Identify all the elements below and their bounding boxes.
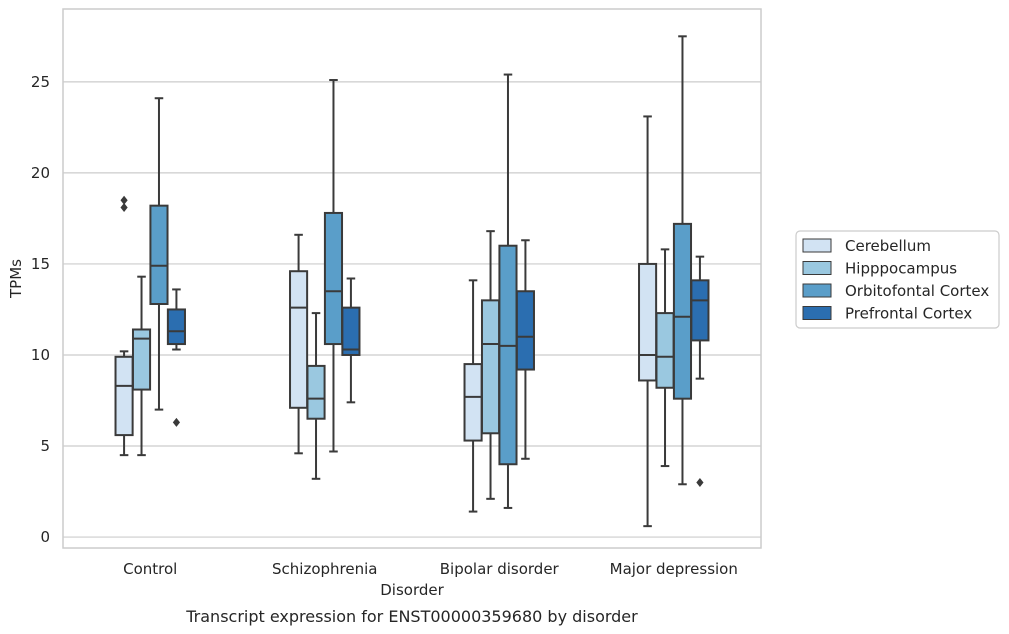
y-tick-label: 10 — [31, 346, 50, 364]
x-tick-label: Schizophrenia — [272, 560, 377, 578]
box-prefrontal-cortex — [166, 288, 186, 427]
box-hipppocampus — [480, 230, 501, 500]
box-cerebellum — [638, 115, 658, 528]
box-hipppocampus — [131, 275, 152, 457]
y-tick-label: 0 — [40, 528, 50, 546]
iqr-box — [149, 204, 169, 305]
legend-label: Cerebellum — [845, 237, 931, 255]
box-hipppocampus — [655, 248, 675, 468]
iqr-box — [655, 312, 675, 389]
y-tick-label: 20 — [31, 164, 50, 182]
box-orbitofontal-cortex — [672, 35, 693, 486]
x-tick-label: Major depression — [610, 560, 738, 578]
box-prefrontal-cortex — [515, 239, 535, 460]
box-orbitofontal-cortex — [498, 73, 518, 509]
y-tick-label: 25 — [31, 73, 50, 91]
y-axis-ticks: 0 5 10 15 20 25 — [31, 73, 50, 546]
outlier-point — [172, 417, 181, 427]
y-axis-title: TPMs — [7, 259, 25, 299]
legend: Cerebellum Hipppocampus Orbitofontal Corte… — [795, 230, 1000, 329]
iqr-box — [323, 211, 344, 346]
legend-label: Prefrontal Cortex — [845, 305, 972, 323]
legend-label: Hipppocampus — [845, 260, 957, 278]
box-cerebellum — [463, 279, 483, 513]
box-prefrontal-cortex — [341, 277, 361, 404]
iqr-box — [289, 270, 309, 409]
legend-label: Orbitofontal Cortex — [845, 282, 989, 300]
iqr-box — [638, 262, 658, 382]
iqr-box — [690, 279, 710, 342]
x-tick-label: Bipolar disorder — [440, 560, 560, 578]
iqr-box — [480, 299, 501, 435]
box-hipppocampus — [306, 312, 326, 480]
box-orbitofontal-cortex — [149, 97, 169, 411]
gridlines — [63, 81, 761, 538]
box-prefrontal-cortex — [690, 255, 710, 487]
iqr-box — [306, 364, 326, 420]
x-tick-label: Control — [123, 560, 177, 578]
y-tick-label: 15 — [31, 255, 50, 273]
box-cerebellum — [114, 195, 134, 457]
legend-frame — [795, 230, 1000, 329]
iqr-box — [515, 290, 535, 371]
outlier-point — [120, 195, 128, 205]
iqr-box — [672, 222, 693, 400]
legend-swatch — [802, 306, 832, 320]
box-cerebellum — [289, 233, 309, 455]
x-axis-ticks: Control Schizophrenia Bipolar disorder Majo… — [123, 560, 738, 578]
outlier-point — [120, 202, 128, 212]
iqr-box — [463, 363, 483, 442]
chart-caption: Transcript expression for ENST0000035968… — [185, 607, 638, 626]
legend-swatch — [802, 261, 832, 275]
y-tick-label: 5 — [40, 437, 50, 455]
legend-swatch — [802, 238, 832, 253]
x-axis-title: Disorder — [380, 581, 444, 599]
iqr-box — [341, 306, 361, 356]
box-plot-marks — [114, 35, 710, 528]
iqr-box — [114, 355, 134, 437]
outlier-point — [696, 477, 704, 487]
iqr-box — [131, 328, 152, 391]
iqr-box — [498, 244, 518, 466]
plot-area-frame — [62, 8, 762, 549]
iqr-box — [166, 308, 186, 346]
box-orbitofontal-cortex — [323, 79, 344, 453]
legend-swatch — [802, 283, 832, 298]
